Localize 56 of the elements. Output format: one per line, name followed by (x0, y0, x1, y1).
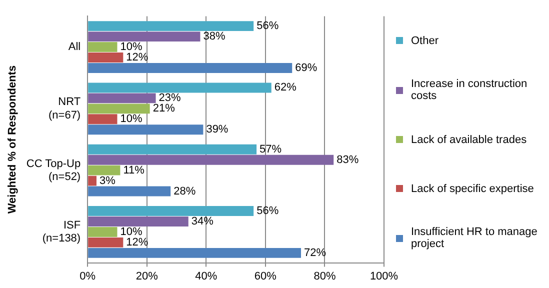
x-tick-label: 100% (370, 270, 398, 282)
y-tick-label: NRT (n=67) (48, 96, 81, 122)
data-label: 56% (256, 205, 279, 218)
y-tick-label: All (68, 41, 81, 54)
legend-label: Insufficient HR to manage project (411, 226, 538, 250)
bar (88, 32, 200, 42)
bar (88, 114, 118, 124)
data-label: 38% (203, 30, 226, 43)
data-label: 3% (99, 174, 116, 187)
data-label: 10% (120, 41, 142, 54)
data-label: 21% (152, 102, 176, 115)
data-label: 11% (123, 164, 145, 176)
data-label: 10% (120, 226, 142, 238)
data-label: 83% (336, 154, 359, 166)
legend-label: Increase in construction costs (411, 78, 528, 102)
bar (88, 104, 150, 114)
y-axis-title: Weighted % of Respondents (6, 65, 19, 214)
y-tick-label: ISF (n=138) (42, 219, 81, 245)
bar (88, 42, 118, 52)
bar (88, 248, 302, 258)
x-tick-label: 60% (254, 270, 277, 282)
bar (88, 124, 204, 135)
legend-label: Lack of specific expertise (411, 182, 534, 195)
x-tick-label: 80% (314, 270, 336, 282)
bar (88, 237, 124, 248)
bar (88, 226, 118, 237)
x-tick-label: 40% (195, 270, 218, 282)
bar (88, 21, 254, 32)
bar (88, 206, 254, 216)
y-tick-label: CC Top-Up (n=52) (26, 158, 81, 183)
x-tick-label: 0% (80, 270, 96, 282)
data-label: 23% (158, 92, 182, 104)
bar (88, 186, 171, 196)
x-tick-label: 20% (136, 270, 158, 282)
bar (88, 165, 120, 176)
data-label: 28% (174, 185, 196, 198)
data-label: 10% (120, 113, 142, 126)
bar (88, 144, 257, 154)
data-label: 39% (206, 124, 228, 136)
legend-label: Other (411, 34, 439, 47)
data-label: 56% (256, 20, 279, 32)
data-label: 69% (295, 62, 318, 74)
data-label: 34% (191, 216, 214, 228)
bar (88, 93, 156, 104)
bar (88, 154, 334, 165)
bar (88, 52, 124, 62)
bar (88, 216, 188, 226)
legend-label: Lack of available trades (411, 134, 527, 146)
data-label: 62% (274, 82, 297, 94)
data-label: 57% (260, 143, 282, 156)
data-label: 72% (304, 246, 326, 259)
bar (88, 176, 96, 186)
data-label: 12% (126, 52, 148, 64)
bar (88, 63, 292, 73)
bar (88, 82, 272, 93)
data-label: 12% (126, 236, 148, 248)
